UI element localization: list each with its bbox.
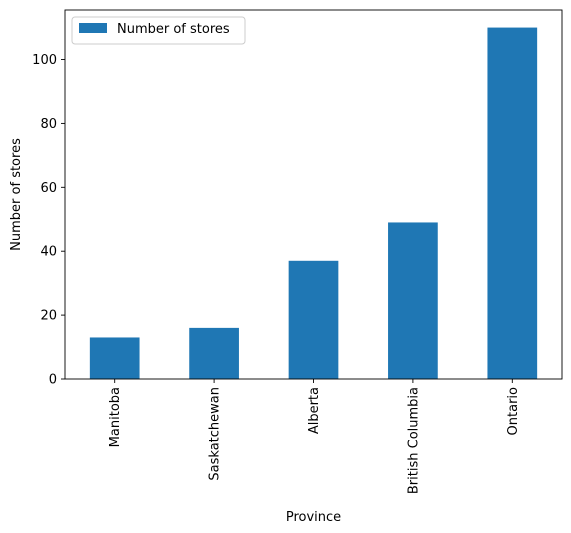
- x-tick-label-manitoba: Manitoba: [108, 387, 123, 447]
- y-axis-label: Number of stores: [9, 138, 24, 251]
- y-tick-label: 100: [32, 53, 57, 68]
- x-tick-label-saskatchewan: Saskatchewan: [208, 387, 223, 481]
- legend-swatch: [79, 23, 107, 33]
- x-axis: Manitoba Saskatchewan Alberta British Colum…: [108, 379, 521, 494]
- y-tick-label: 20: [40, 309, 57, 324]
- x-tick-label-ontario: Ontario: [506, 387, 521, 435]
- legend: Number of stores: [71, 16, 246, 45]
- bar-manitoba: [89, 337, 140, 379]
- plot-frame: [64, 9, 563, 380]
- y-tick-label: 0: [49, 373, 57, 388]
- bar-alberta: [288, 260, 339, 379]
- y-tick-label: 40: [40, 245, 57, 260]
- bar-british-columbia: [388, 222, 438, 379]
- x-tick-label-british-columbia: British Columbia: [406, 387, 421, 494]
- bar-ontario: [487, 27, 538, 379]
- bars-group: [89, 27, 538, 379]
- x-tick-label-alberta: Alberta: [307, 387, 322, 434]
- legend-box: [71, 16, 246, 45]
- x-axis-label: Province: [286, 510, 341, 525]
- y-tick-label: 60: [40, 181, 57, 196]
- y-tick-label: 80: [40, 117, 57, 132]
- bar-saskatchewan: [189, 327, 239, 379]
- legend-label: Number of stores: [117, 22, 230, 37]
- y-axis: 0 20 40 60 80 100: [32, 53, 65, 388]
